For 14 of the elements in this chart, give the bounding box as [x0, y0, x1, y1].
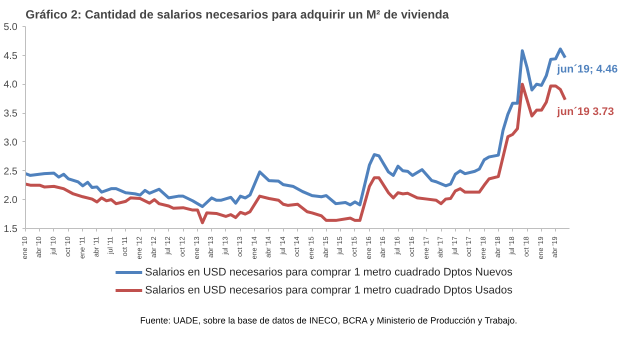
- y-tick-label: 4.5: [4, 50, 18, 62]
- legend-label: Salarios en USD necesarios para comprar 1 metro cuadrado Dptos Nuevos: [145, 266, 513, 278]
- y-tick-label: 3.0: [4, 137, 18, 148]
- y-tick-label: 2.0: [4, 195, 18, 206]
- legend-label: Salarios en USD necesarios para comprar 1 metro cuadrado Dptos Usados: [145, 284, 513, 296]
- y-tick-label: 3.5: [4, 108, 18, 120]
- source-note: Fuente: UADE, sobre la base de datos de INECO, BCRA y Ministerio de Producción y Trabajo.: [140, 316, 518, 326]
- y-tick-label: 5.0: [4, 22, 18, 33]
- chart-title: Gráfico 2: Cantidad de salarios necesarios para adquirir un M² de vivienda: [26, 8, 450, 22]
- annotation: jun´19; 4.46: [556, 64, 618, 76]
- y-tick-label: 1.5: [4, 224, 18, 235]
- y-tick-label: 2.5: [4, 166, 18, 178]
- annotation: jun´19 3.73: [556, 106, 614, 118]
- y-tick-label: 4.0: [4, 80, 18, 91]
